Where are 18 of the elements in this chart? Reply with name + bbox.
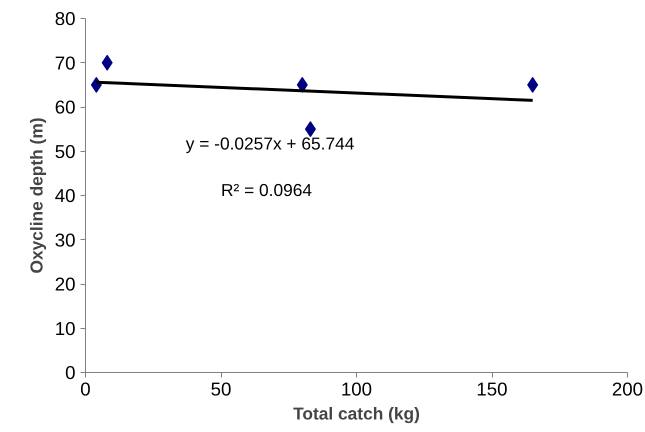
annotation: y = -0.0257x + 65.744: [186, 133, 355, 154]
y-tick-label: 40: [54, 185, 76, 206]
y-tick-label: 20: [54, 274, 76, 294]
y-tick-label: 60: [54, 96, 76, 118]
annotation: R² = 0.0964: [221, 180, 312, 200]
x-tick-label: 50: [210, 378, 232, 400]
y-tick-label: 70: [54, 52, 76, 74]
y-tick-label: 50: [54, 140, 76, 162]
x-tick-label: 150: [476, 378, 508, 400]
y-tick-label: 80: [54, 8, 76, 29]
y-axis-title: Oxycline depth (m): [26, 118, 47, 274]
y-tick-label: 30: [54, 229, 76, 250]
y-tick-label: 10: [54, 318, 76, 339]
y-tick-label: 0: [65, 362, 76, 383]
x-tick-label: 200: [612, 378, 644, 400]
x-axis-title: Total catch (kg): [293, 404, 420, 424]
x-tick-label: 100: [340, 378, 372, 400]
x-tick-label: 0: [80, 378, 91, 400]
